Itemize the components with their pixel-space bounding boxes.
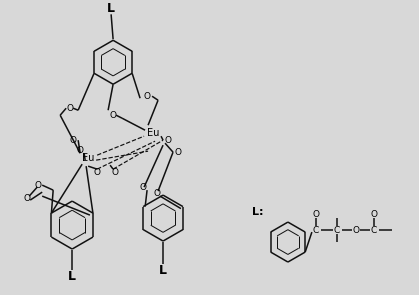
Text: O: O	[24, 194, 31, 203]
Text: O: O	[93, 168, 101, 177]
Text: O: O	[77, 146, 84, 155]
Text: O: O	[111, 168, 119, 177]
Text: C: C	[371, 226, 377, 235]
Text: O: O	[165, 136, 171, 145]
Text: L: L	[159, 263, 167, 276]
Text: O: O	[144, 92, 150, 101]
Text: O: O	[67, 104, 74, 113]
Text: C: C	[313, 226, 319, 235]
Text: Eu: Eu	[82, 153, 94, 163]
Text: O: O	[153, 189, 160, 198]
Text: C: C	[334, 226, 340, 235]
Text: O: O	[370, 209, 378, 219]
Text: O: O	[140, 183, 147, 192]
Text: O: O	[110, 111, 116, 120]
Text: O: O	[352, 226, 360, 235]
Text: O: O	[35, 181, 42, 190]
Text: O: O	[175, 148, 181, 157]
Text: O: O	[313, 209, 319, 219]
Text: L: L	[107, 2, 115, 15]
Text: L: L	[68, 270, 76, 283]
Text: L:: L:	[252, 207, 264, 217]
Text: O: O	[70, 136, 77, 145]
Text: Eu: Eu	[147, 128, 159, 138]
